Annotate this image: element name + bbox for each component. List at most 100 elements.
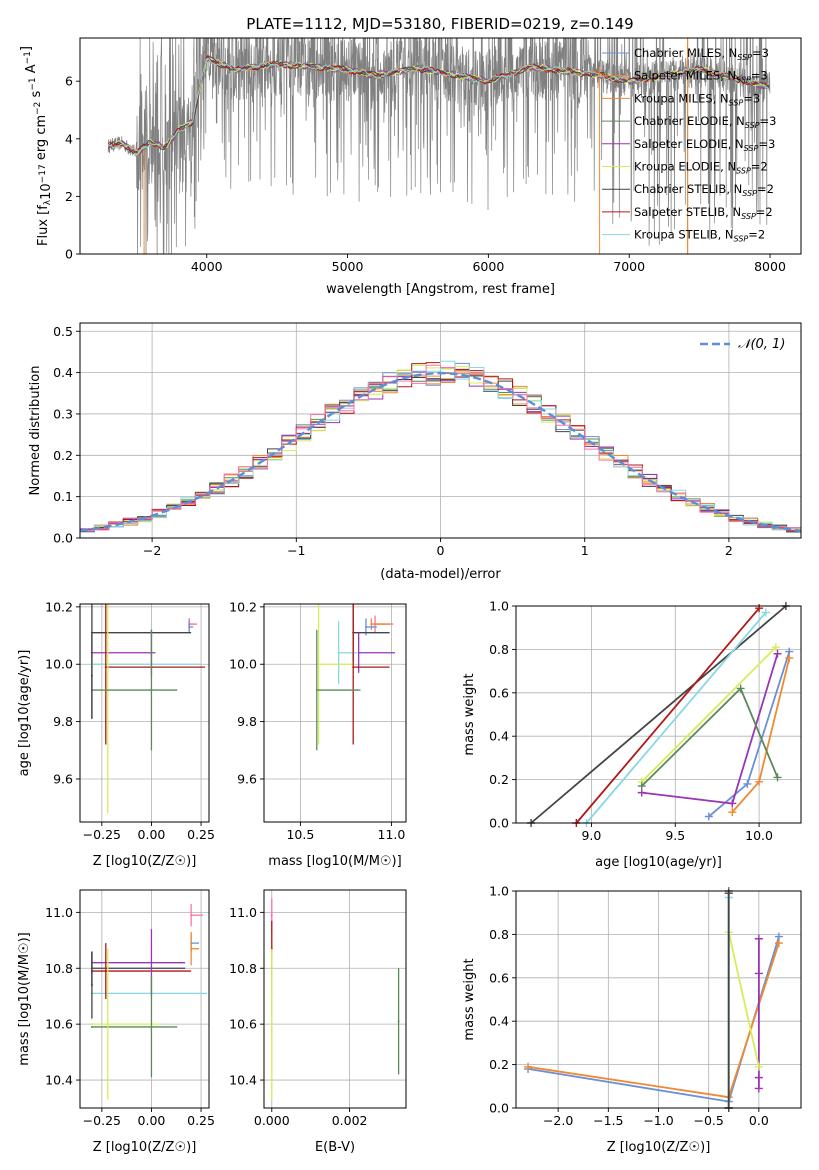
- x-axis-label: mass [log10(M/M☉)]: [268, 854, 401, 869]
- x-tick-label: 0.0: [749, 1113, 769, 1128]
- errorbar-point: [352, 604, 390, 745]
- point-marker: [364, 625, 367, 628]
- x-tick-label: −1.0: [643, 1113, 673, 1128]
- mass-vs-Z-panel: −0.25 0.00 0.25 10.4 10.6 10.8 11.0 Z [log10(Z/…: [17, 889, 215, 1155]
- weight-vs-Z-panel: −2.0 −1.5 −1.0 −0.5 0.0 0.0 0.2 0.4 0.6 0.8 1.0 Z […: [462, 884, 802, 1155]
- spectrum-plot-area: [107, 38, 771, 254]
- point-marker: [270, 1023, 273, 1026]
- y-tick-label: 0.3: [53, 406, 73, 421]
- point-marker: [270, 914, 273, 917]
- y-tick-label: 0: [65, 247, 73, 262]
- x-tick-label: −0.5: [693, 1113, 723, 1128]
- x-tick-label: 6000: [472, 259, 504, 274]
- point-marker: [337, 651, 340, 654]
- weight-marker: [774, 939, 783, 948]
- model-spectrum-line: [108, 57, 770, 152]
- y-tick-label: 0.2: [53, 448, 73, 463]
- weight-series: [637, 649, 782, 808]
- y-tick-label: 0.4: [489, 1014, 509, 1029]
- y-tick-label: 4: [65, 131, 73, 146]
- legend-entry: Kroupa ELODIE, NSSP=2: [634, 160, 768, 176]
- errorbar-point: [104, 943, 107, 999]
- point-marker: [90, 984, 93, 987]
- gaussian-curve: [80, 371, 801, 532]
- weight-line: [527, 936, 780, 1103]
- weight-line: [530, 605, 787, 824]
- point-marker: [315, 689, 318, 692]
- point-marker: [90, 1025, 93, 1028]
- y-tick-label: 10.6: [45, 1017, 73, 1032]
- x-tick-label: 10.0: [745, 828, 773, 843]
- x-tick-label: 1: [581, 543, 589, 558]
- errorbar-point: [370, 618, 390, 630]
- y-tick-label: 11.0: [45, 905, 73, 920]
- weight-line: [727, 932, 760, 1067]
- y-tick-label: 10.2: [229, 599, 257, 614]
- x-tick-label: 2: [725, 543, 733, 558]
- point-marker: [150, 1025, 153, 1028]
- point-marker: [106, 663, 109, 666]
- weight-marker: [736, 684, 745, 693]
- weight-marker: [743, 779, 752, 788]
- x-tick-label: 10.5: [286, 827, 314, 842]
- weight-marker: [704, 812, 713, 821]
- errorbar-point: [106, 948, 109, 1100]
- weight-marker: [754, 1084, 763, 1093]
- y-tick-label: 10.0: [229, 657, 257, 672]
- figure-title: PLATE=1112, MJD=53180, FIBERID=0219, z=0…: [246, 15, 633, 33]
- y-tick-label: 11.0: [229, 905, 257, 920]
- legend-entry: Salpeter MILES, NSSP=3: [634, 69, 768, 85]
- point-marker: [190, 947, 193, 950]
- y-tick-label: 0.0: [53, 531, 73, 546]
- x-tick-label: 0.25: [187, 827, 215, 842]
- point-marker: [317, 663, 320, 666]
- axes-frame: [79, 37, 802, 255]
- y-tick-label: 0.0: [489, 816, 509, 831]
- spectrum-panel: 4000 5000 6000 7000 8000 0 2 4 6 wavelength [Angs…: [19, 37, 802, 297]
- weight-marker: [773, 773, 782, 782]
- x-tick-label: 8000: [754, 259, 786, 274]
- y-axis-label: mass weight: [462, 958, 477, 1040]
- errorbar-point: [190, 931, 200, 966]
- y-axis-label: Normed distribution: [28, 366, 43, 496]
- x-tick-label: −0.25: [83, 827, 121, 842]
- errorbar-point: [90, 951, 93, 1019]
- age-vs-Z-panel: −0.25 0.00 0.25 9.6 9.8 10.0 10.2 Z [log10(Z/Z☉…: [17, 599, 215, 869]
- x-tick-label: −1.5: [593, 1113, 623, 1128]
- point-marker: [150, 961, 153, 964]
- weight-marker: [771, 643, 780, 652]
- errorbar-point: [90, 651, 156, 654]
- point-marker: [90, 1023, 93, 1026]
- weight-marker: [728, 808, 737, 817]
- observed-spectrum-line: [107, 38, 771, 254]
- point-marker: [352, 666, 355, 669]
- errorbar-point: [397, 968, 400, 1075]
- errorbar-point: [150, 976, 153, 1078]
- y-tick-label: 2: [65, 189, 73, 204]
- x-tick-label: 11.0: [378, 827, 406, 842]
- y-tick-label: 9.6: [237, 771, 257, 786]
- x-tick-label: −0.25: [83, 1113, 121, 1128]
- weight-marker: [761, 608, 770, 617]
- errorbar-point: [90, 689, 178, 692]
- y-tick-label: 0.1: [53, 489, 73, 504]
- errorbar-point: [90, 632, 93, 719]
- y-tick-label: 0.8: [489, 642, 509, 657]
- legend-entry: Chabrier ELODIE, NSSP=3: [634, 114, 776, 130]
- axes-frame: [79, 603, 210, 823]
- x-tick-label: 9.5: [665, 828, 685, 843]
- y-tick-label: 1.0: [489, 884, 509, 899]
- errorbar-point: [104, 604, 206, 745]
- errorbar-point: [90, 1025, 178, 1028]
- y-tick-label: 10.4: [229, 1073, 257, 1088]
- point-marker: [357, 651, 360, 654]
- legend-entry: Kroupa STELIB, NSSP=2: [634, 228, 765, 244]
- y-tick-label: 0.4: [489, 729, 509, 744]
- x-axis-label: Z [log10(Z/Z☉)]: [93, 854, 197, 869]
- weight-marker: [754, 934, 763, 943]
- weight-line: [527, 942, 780, 1099]
- errorbar-point: [90, 951, 186, 986]
- weight-series: [637, 643, 780, 786]
- x-tick-label: −2.0: [543, 1113, 573, 1128]
- weight-marker: [773, 649, 782, 658]
